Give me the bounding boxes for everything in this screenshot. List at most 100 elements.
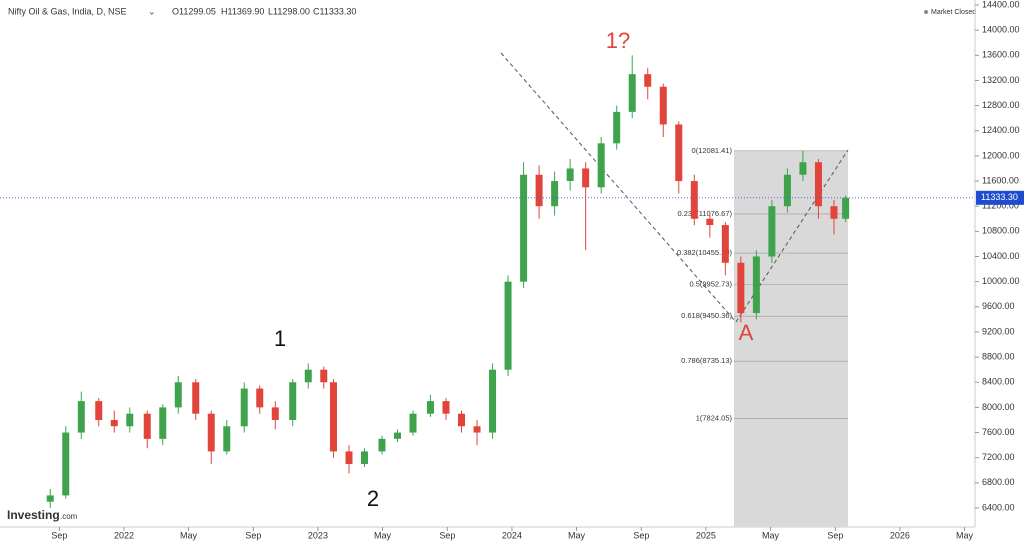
x-tick-label: May	[568, 530, 586, 540]
candle-body	[830, 206, 838, 219]
candle-body	[143, 413, 151, 439]
x-tick-label: May	[956, 530, 974, 540]
ohlc-open: O11299.05	[172, 6, 216, 16]
candle-body	[95, 401, 103, 420]
candle-body	[223, 426, 231, 452]
candle-body	[304, 369, 312, 383]
candle-body	[799, 162, 807, 175]
y-tick-label: 10800.00	[982, 226, 1020, 236]
y-tick-label: 12800.00	[982, 100, 1020, 110]
logo-suffix: .com	[60, 512, 78, 521]
candle-body	[566, 168, 574, 182]
y-tick-label: 8000.00	[982, 402, 1015, 412]
y-tick-label: 12000.00	[982, 150, 1020, 160]
y-tick-label: 13200.00	[982, 75, 1020, 85]
candle-body	[752, 256, 760, 314]
fib-label: 0.236(11076.67)	[678, 209, 733, 218]
candle-body	[768, 206, 776, 257]
y-tick-label: 6400.00	[982, 502, 1015, 512]
y-tick-label: 7600.00	[982, 427, 1015, 437]
candle-body	[409, 413, 417, 433]
fib-label: 0.382(10455.10)	[677, 248, 733, 257]
y-tick-label: 7200.00	[982, 452, 1015, 462]
y-tick-label: 12400.00	[982, 125, 1020, 135]
x-tick-label: Sep	[827, 530, 843, 540]
candle-body	[126, 413, 134, 427]
candle-body	[320, 369, 328, 383]
fib-label: 0.5(9952.73)	[689, 280, 732, 289]
y-tick-label: 10400.00	[982, 251, 1020, 261]
candle-body	[814, 162, 822, 207]
wave-annotation: 1	[274, 326, 286, 351]
candle-body	[192, 382, 200, 414]
x-tick-label: Sep	[245, 530, 261, 540]
x-tick-label: Sep	[633, 530, 649, 540]
candle-body	[582, 168, 590, 188]
wave-annotation: 1?	[606, 28, 630, 53]
y-tick-label: 13600.00	[982, 50, 1020, 60]
candle-body	[240, 388, 248, 427]
trend-line	[735, 149, 849, 323]
candle-body	[110, 419, 118, 427]
chart-title: Nifty Oil & Gas, India, D, NSE	[8, 6, 127, 16]
candle-body	[442, 401, 450, 414]
candle-body	[783, 174, 791, 207]
x-tick-label: May	[180, 530, 198, 540]
candle-body	[393, 432, 401, 439]
market-status: Market Closed	[931, 9, 976, 16]
y-tick-label: 11200.00	[982, 201, 1019, 211]
candle-body	[551, 181, 559, 207]
y-tick-label: 6800.00	[982, 477, 1015, 487]
candle-body	[675, 124, 683, 182]
candle-body	[361, 451, 369, 464]
x-tick-label: 2026	[890, 530, 910, 540]
status-dot	[924, 10, 928, 14]
candle-body	[256, 388, 264, 408]
last-price-tag	[976, 190, 1024, 205]
candle-body	[271, 407, 279, 420]
candle-body	[46, 495, 54, 502]
x-tick-label: Sep	[439, 530, 455, 540]
candle-body	[77, 401, 85, 433]
candle-body	[706, 218, 714, 226]
x-tick-label: 2022	[114, 530, 134, 540]
candle-body	[458, 413, 466, 427]
ohlc-low: L11298.00	[268, 6, 310, 16]
wave-annotation: A	[739, 320, 754, 345]
candle-body	[520, 174, 528, 282]
fib-box	[734, 150, 848, 527]
fib-label: 0.618(9450.36)	[681, 311, 732, 320]
x-tick-label: Sep	[51, 530, 67, 540]
candle-body	[329, 382, 337, 452]
candle-body	[174, 382, 182, 408]
candle-body	[378, 438, 386, 452]
y-tick-label: 11600.00	[982, 175, 1019, 185]
y-tick-label: 9200.00	[982, 326, 1015, 336]
candle-body	[62, 432, 70, 496]
candle-body	[721, 225, 729, 263]
x-tick-label: 2025	[696, 530, 716, 540]
x-tick-label: 2023	[308, 530, 328, 540]
logo: Investing	[7, 508, 60, 522]
y-tick-label: 14400.00	[982, 0, 1020, 9]
fib-label: 1(7824.05)	[696, 413, 733, 422]
y-tick-label: 14000.00	[982, 25, 1020, 35]
candle-body	[659, 86, 667, 125]
last-price-label: 11333.30	[981, 192, 1018, 202]
candle-body	[159, 407, 167, 439]
candle-body	[504, 281, 512, 370]
ohlc-high: H11369.90	[221, 6, 264, 16]
candle-body	[628, 74, 636, 112]
candle-body	[737, 262, 745, 314]
candle-body	[690, 181, 698, 219]
y-tick-label: 8800.00	[982, 351, 1015, 361]
dropdown-icon[interactable]: ⌄	[148, 6, 156, 16]
candle-body	[613, 111, 621, 144]
wave-annotation: 2	[367, 486, 379, 511]
candle-body	[426, 401, 434, 414]
x-tick-label: May	[374, 530, 392, 540]
y-tick-label: 10000.00	[982, 276, 1020, 286]
x-tick-label: May	[762, 530, 780, 540]
candle-body	[289, 382, 297, 420]
